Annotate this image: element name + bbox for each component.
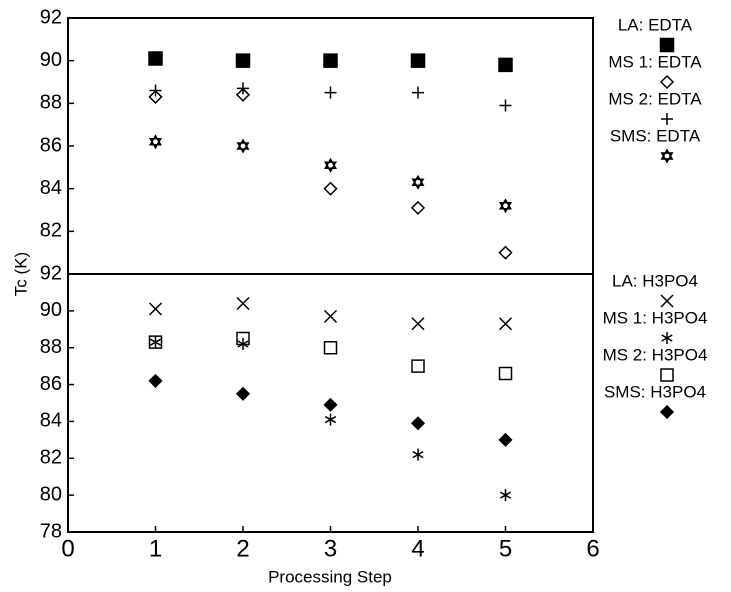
data-point — [323, 397, 338, 412]
data-point — [323, 181, 338, 196]
legend-marker — [659, 37, 675, 53]
legend-label: SMS: EDTA — [610, 126, 701, 145]
x-tick-label: 6 — [586, 535, 599, 562]
legend-marker — [660, 368, 674, 382]
legend-label: LA: H3PO4 — [612, 271, 698, 290]
data-point — [324, 413, 337, 426]
data-point — [411, 174, 425, 190]
data-point — [148, 373, 163, 388]
y-tick-label: 90 — [40, 299, 62, 321]
legend-label: MS 1: EDTA — [608, 52, 702, 71]
y-tick-label: 86 — [40, 373, 62, 395]
legend-marker — [659, 404, 675, 420]
data-point — [498, 245, 513, 260]
x-tick-label: 3 — [324, 535, 337, 562]
data-point — [324, 86, 337, 99]
legend-marker — [660, 148, 674, 164]
data-point — [410, 200, 426, 215]
legend-label: MS 2: EDTA — [608, 89, 702, 108]
data-point — [236, 331, 250, 346]
x-tick-label: 4 — [411, 535, 424, 562]
data-point — [323, 157, 338, 173]
data-point — [499, 489, 512, 502]
y-tick-label: 84 — [40, 410, 62, 432]
data-point — [498, 366, 513, 381]
data-point — [410, 416, 426, 431]
data-point — [410, 53, 426, 68]
data-point — [323, 53, 338, 68]
data-point — [235, 87, 251, 102]
data-point — [323, 340, 338, 355]
legend-label: SMS: H3PO4 — [604, 382, 706, 401]
y-tick-label: 90 — [40, 49, 62, 71]
legend-marker — [659, 74, 675, 90]
x-tick-label: 5 — [499, 535, 512, 562]
data-point — [323, 309, 338, 323]
data-point — [412, 448, 424, 461]
data-point — [148, 335, 163, 349]
data-point — [148, 51, 163, 66]
x-tick-label: 1 — [149, 535, 162, 562]
x-tick-label: 2 — [236, 535, 249, 562]
y-tick-label: 82 — [40, 447, 62, 469]
y-tick-label: 92 — [40, 6, 62, 28]
legend-label: LA: EDTA — [618, 15, 693, 34]
y-tick-label: 84 — [40, 177, 62, 199]
y-tick-label: 88 — [40, 336, 62, 358]
data-point — [236, 138, 250, 154]
y-tick-label: 92 — [40, 262, 62, 284]
data-point — [148, 302, 163, 316]
y-tick-label: 78 — [40, 520, 62, 542]
data-point — [149, 84, 162, 97]
legend-marker — [661, 332, 673, 344]
data-point — [411, 317, 425, 331]
data-point — [235, 53, 251, 68]
y-tick-label: 88 — [40, 92, 62, 114]
data-point — [498, 432, 513, 447]
legend-label: MS 2: H3PO4 — [603, 345, 708, 364]
data-point — [235, 386, 251, 401]
y-axis-label: Tc (K) — [11, 252, 30, 296]
legend-marker — [660, 294, 674, 308]
data-point — [498, 317, 513, 331]
data-point — [412, 86, 424, 99]
data-point — [411, 359, 425, 373]
data-point — [236, 296, 250, 311]
legend-marker — [661, 113, 673, 125]
x-tick-label: 0 — [61, 535, 74, 562]
y-tick-label: 82 — [40, 220, 62, 242]
x-axis-label: Processing Step — [268, 567, 392, 586]
y-tick-label: 86 — [40, 134, 62, 156]
data-point — [498, 57, 513, 73]
data-point — [148, 89, 163, 104]
legend-label: MS 1: H3PO4 — [603, 308, 708, 327]
data-point — [499, 99, 512, 112]
data-point — [237, 82, 249, 95]
data-point — [498, 198, 513, 214]
data-point — [148, 134, 163, 150]
y-tick-label: 80 — [40, 483, 62, 505]
data-point — [149, 336, 162, 349]
